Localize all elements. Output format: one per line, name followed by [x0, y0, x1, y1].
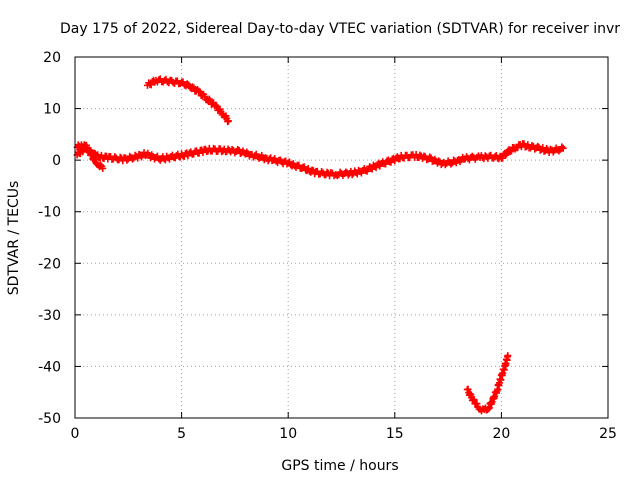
- axis-ticks: 0 5 10 15 20 25 -50 -40 -30 -20 -10 0 10 20: [38, 50, 617, 442]
- data-point: [91, 156, 99, 164]
- x-tick-label: 5: [177, 426, 186, 442]
- y-tick-label: 0: [52, 153, 61, 169]
- data-point: [534, 142, 542, 150]
- y-tick-label: 20: [43, 50, 61, 66]
- x-tick-label: 15: [386, 426, 404, 442]
- x-tick-label: 0: [71, 426, 80, 442]
- data-point: [201, 92, 209, 100]
- data-point: [212, 101, 220, 109]
- data-point: [504, 352, 512, 360]
- chart-title: Day 175 of 2022, Sidereal Day-to-day VTE…: [60, 21, 620, 37]
- data-point: [426, 153, 434, 161]
- data-point: [502, 151, 510, 159]
- data-points: [73, 75, 567, 415]
- x-tick-label: 20: [492, 426, 510, 442]
- data-point: [183, 80, 191, 88]
- data-point: [435, 157, 443, 165]
- data-point: [83, 141, 91, 149]
- data-point: [558, 143, 566, 151]
- data-point: [473, 400, 481, 408]
- data-point: [147, 81, 155, 89]
- x-tick-label: 10: [279, 426, 297, 442]
- y-tick-label: -40: [38, 359, 61, 375]
- y-tick-label: -20: [38, 256, 61, 272]
- y-tick-label: -50: [38, 411, 61, 427]
- data-point: [129, 155, 137, 163]
- y-axis-label: SDTVAR / TECUs: [6, 181, 22, 296]
- data-point: [123, 156, 131, 164]
- data-point: [447, 160, 455, 168]
- x-axis-label: GPS time / hours: [281, 458, 398, 474]
- x-tick-label: 25: [599, 426, 617, 442]
- data-point: [300, 163, 308, 171]
- data-point: [225, 117, 233, 125]
- y-tick-label: 10: [43, 102, 61, 118]
- plot-frame: [74, 56, 609, 419]
- y-tick-label: -10: [38, 205, 61, 221]
- data-point: [234, 145, 242, 153]
- data-point: [189, 83, 197, 91]
- grid-lines: [75, 57, 608, 418]
- data-point: [179, 78, 187, 86]
- y-tick-label: -30: [38, 308, 61, 324]
- data-point: [99, 164, 107, 172]
- data-point: [528, 142, 536, 150]
- data-point: [196, 88, 204, 96]
- data-point: [559, 144, 567, 152]
- data-point: [470, 396, 478, 404]
